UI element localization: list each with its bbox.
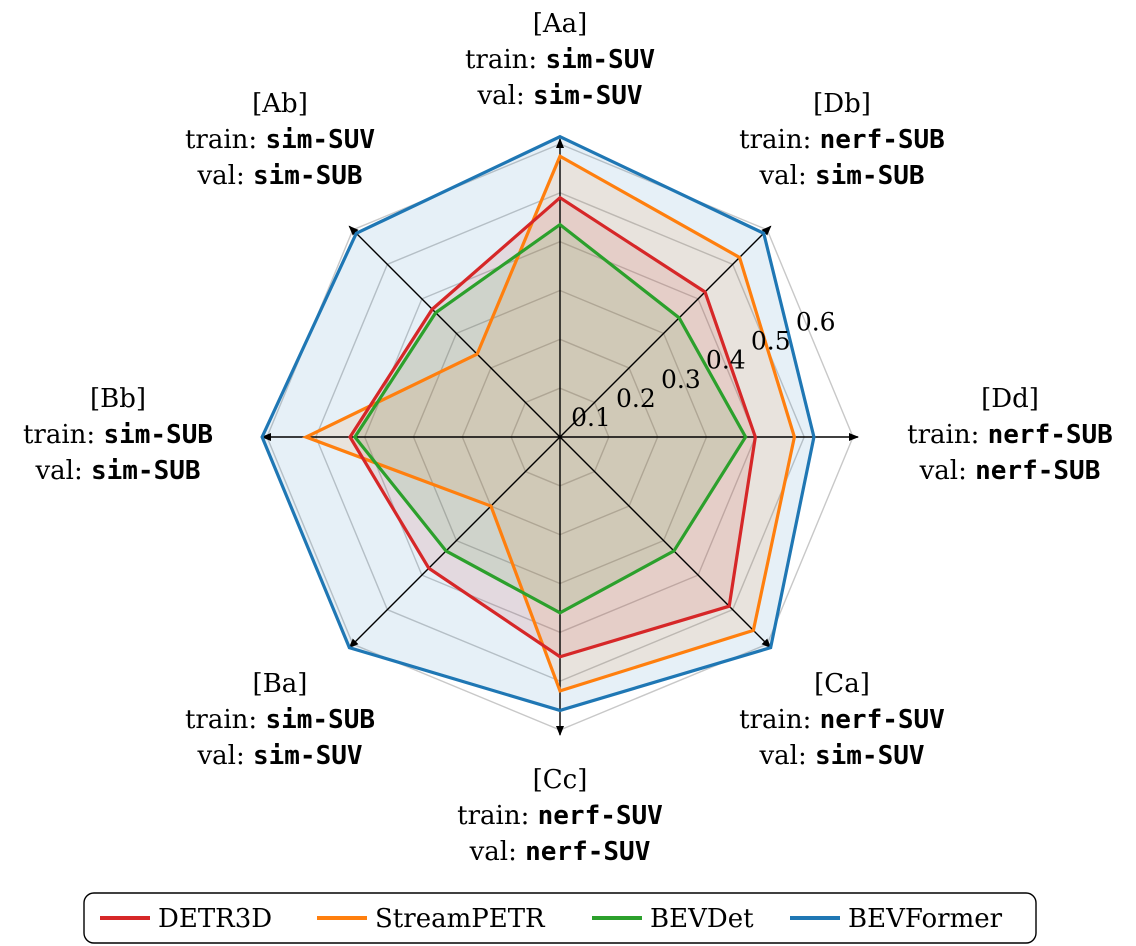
legend-label-streampetr: StreamPETR <box>375 904 546 934</box>
r-tick-label: 0.2 <box>616 384 656 413</box>
series-line-bevformer <box>260 134 816 713</box>
legend-label-bevformer: BEVFormer <box>848 904 1003 934</box>
val-label: val: nerf-SUV <box>469 837 651 867</box>
train-label: train: nerf-SUV <box>739 705 945 735</box>
series-area-bevformer <box>262 136 814 711</box>
radial-tick-labels: 0.10.20.30.40.50.6 <box>571 308 836 432</box>
train-label: train: sim-SUV <box>465 45 655 75</box>
series-line-streampetr <box>302 153 797 693</box>
legend: DETR3D StreamPETR BEVDet BEVFormer <box>83 892 1037 944</box>
axis-title: [Db] <box>813 89 871 119</box>
legend-label-bevdet: BEVDet <box>650 904 754 934</box>
legend-label-detr3d: DETR3D <box>158 904 272 934</box>
axis-label-db: [Db] train: nerf-SUB val: sim-SUB <box>739 89 945 191</box>
axis-labels: [Aa] train: sim-SUV val: sim-SUV [Db] train:… <box>23 9 1113 867</box>
axis-label-ba: [Ba] train: sim-SUB val: sim-SUV <box>185 669 375 771</box>
val-label: val: sim-SUV <box>196 741 362 771</box>
axis-label-dd: [Dd] train: nerf-SUB val: nerf-SUB <box>907 384 1113 486</box>
series-areas <box>262 136 814 711</box>
val-label: val: sim-SUV <box>476 81 642 111</box>
axis-db <box>559 225 772 438</box>
val-label: val: sim-SUV <box>758 741 924 771</box>
axis-label-cc: [Cc] train: nerf-SUV val: nerf-SUV <box>457 765 663 867</box>
series-area-streampetr <box>306 156 795 691</box>
axis-title: [Ba] <box>253 669 308 699</box>
series-lines <box>260 134 816 713</box>
r-tick-label: 0.3 <box>661 365 701 394</box>
val-label: val: nerf-SUB <box>919 456 1101 486</box>
axis-ab <box>348 225 561 438</box>
series-line-bevdet <box>352 222 748 615</box>
train-label: train: nerf-SUB <box>907 420 1113 450</box>
val-label: val: sim-SUB <box>34 456 200 486</box>
series-area-bevdet <box>354 224 746 613</box>
train-label: train: sim-SUV <box>185 125 375 155</box>
axis-title: [Cc] <box>533 765 588 795</box>
radar-axes <box>261 138 859 736</box>
axis-title: [Aa] <box>533 9 588 39</box>
axis-label-ab: [Ab] train: sim-SUV val: sim-SUB <box>185 89 375 191</box>
series-area-detr3d <box>350 197 756 657</box>
axis-title: [Ab] <box>252 89 308 119</box>
axis-title: [Bb] <box>90 384 146 414</box>
val-label: val: sim-SUB <box>758 161 924 191</box>
train-label: train: nerf-SUV <box>457 801 663 831</box>
train-label: train: nerf-SUB <box>739 125 945 155</box>
legend-box <box>83 892 1037 944</box>
train-label: train: sim-SUB <box>185 705 375 735</box>
axis-title: [Dd] <box>981 384 1039 414</box>
r-tick-label: 0.6 <box>796 308 836 337</box>
axis-ca <box>559 436 772 649</box>
r-tick-label: 0.4 <box>706 346 746 375</box>
series-line-detr3d <box>348 195 757 659</box>
val-label: val: sim-SUB <box>196 161 362 191</box>
axis-label-bb: [Bb] train: sim-SUB val: sim-SUB <box>23 384 213 486</box>
axis-title: [Ca] <box>814 669 870 699</box>
axis-label-ca: [Ca] train: nerf-SUV val: sim-SUV <box>739 669 945 771</box>
r-tick-label: 0.1 <box>571 403 611 432</box>
train-label: train: sim-SUB <box>23 420 213 450</box>
axis-ba <box>348 436 561 649</box>
r-tick-label: 0.5 <box>751 327 791 356</box>
axis-label-aa: [Aa] train: sim-SUV val: sim-SUV <box>465 9 655 111</box>
